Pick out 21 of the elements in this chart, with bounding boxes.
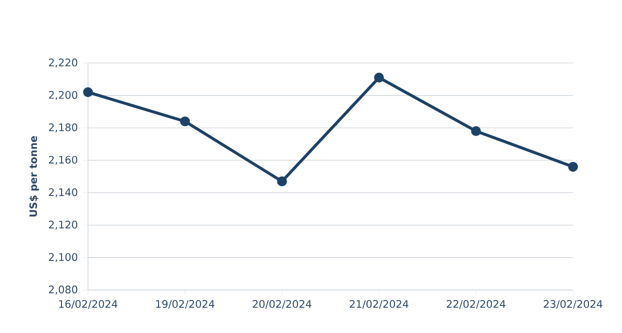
y-tick-label: 2,160 xyxy=(48,156,78,165)
point xyxy=(568,162,578,172)
y-tick-label: 2,180 xyxy=(48,123,78,132)
x-tick-label: 16/02/2024 xyxy=(59,300,118,309)
x-tick-label: 20/02/2024 xyxy=(252,300,312,309)
y-tick-label: 2,100 xyxy=(48,253,78,262)
y-axis-title: US$ per tonne xyxy=(29,136,40,216)
y-tick-label: 2,200 xyxy=(48,90,78,100)
x-tick-label: 21/02/2024 xyxy=(350,300,408,309)
x-tick-label: 19/02/2024 xyxy=(156,300,214,309)
point xyxy=(180,116,190,126)
y-tick-label: 2,080 xyxy=(48,286,78,294)
y-tick-label: 2,140 xyxy=(48,188,78,198)
point xyxy=(83,87,93,98)
y-tick-label: 2,120 xyxy=(48,220,78,230)
point xyxy=(374,72,384,83)
x-tick-label: 23/02/2024 xyxy=(544,300,602,309)
y-tick-label: 2,220 xyxy=(48,58,78,68)
point xyxy=(277,176,287,186)
x-tick-label: 22/02/2024 xyxy=(446,300,506,309)
point xyxy=(471,126,481,136)
